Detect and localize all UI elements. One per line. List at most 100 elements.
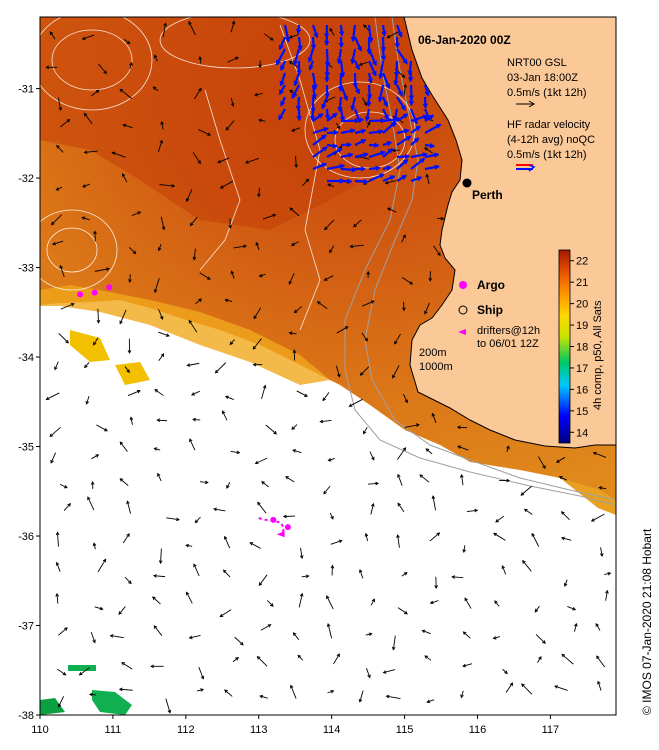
gsl-arrow (230, 270, 235, 279)
colorbar-tick-label: 19 (576, 320, 588, 332)
gsl-arrow (261, 384, 267, 399)
hf-arrow (410, 157, 426, 170)
hf-arrow (326, 143, 338, 149)
hf-arrow (381, 24, 387, 37)
gsl-arrow (119, 441, 128, 452)
argo-float[interactable] (106, 284, 113, 291)
gsl-arrow (152, 596, 161, 605)
legend-argo: Argo (477, 278, 505, 292)
gsl-arrow (434, 576, 438, 589)
colorbar-tick-label: 20 (576, 299, 588, 311)
colorbar-tick-label: 18 (576, 342, 588, 354)
gsl-arrow (460, 690, 464, 699)
gsl-arrow (425, 173, 430, 185)
gsl-arrow (289, 207, 300, 217)
hf-arrow (353, 36, 363, 52)
gsl-arrow (234, 636, 244, 646)
hf-arrow (391, 108, 399, 128)
gsl-arrow (109, 634, 124, 639)
gsl-arrow (499, 478, 511, 483)
argo-floats[interactable] (77, 284, 291, 531)
hf-arrow (275, 48, 286, 66)
argo-float[interactable] (91, 289, 98, 296)
hf-arrow (396, 84, 403, 97)
gsl-arrow (129, 61, 133, 70)
legend-hf-scale: 0.5m/s (1kt 12h) (507, 149, 586, 161)
hf-arrow (393, 72, 399, 86)
x-tick-label: 113 (250, 724, 268, 736)
gsl-arrow (57, 97, 63, 112)
hf-arrow (324, 72, 330, 83)
hf-arrow (396, 128, 410, 135)
legend-hf-arrow (516, 164, 536, 172)
gsl-arrow (424, 302, 430, 315)
perth-marker[interactable] (462, 178, 472, 188)
gsl-arrow (502, 668, 508, 675)
argo-float[interactable] (77, 291, 84, 298)
legend-drifters-2: to 06/01 12Z (477, 338, 539, 350)
x-tick-label: 114 (323, 724, 341, 736)
hf-arrow (410, 137, 420, 146)
drifter-track[interactable] (258, 517, 286, 535)
hf-arrow (278, 84, 286, 95)
gsl-arrow (261, 481, 269, 488)
gsl-arrow (122, 123, 133, 129)
gsl-arrow (428, 271, 433, 282)
gsl-arrow (555, 456, 566, 463)
hf-arrow (407, 72, 414, 83)
x-tick-label: 110 (31, 724, 49, 736)
gsl-arrow (93, 230, 97, 242)
hf-arrow (326, 112, 338, 122)
drifter-end-marker[interactable] (276, 531, 285, 538)
gsl-arrow (166, 517, 180, 522)
gsl-arrow (97, 558, 107, 573)
gsl-arrow (330, 539, 343, 545)
gsl-arrow (369, 451, 375, 461)
sst-warm-edge (40, 285, 330, 385)
gsl-arrow (297, 654, 304, 661)
hf-arrow (340, 142, 352, 148)
gsl-arrow (462, 631, 471, 639)
y-tick-label: -32 (18, 173, 34, 185)
gsl-arrow (366, 270, 370, 278)
hf-arrow (382, 108, 390, 121)
gsl-arrow (426, 699, 435, 704)
hf-arrow (382, 175, 396, 183)
gsl-arrow (226, 482, 231, 489)
isobath-1000m (344, 17, 616, 506)
drifter-tracks[interactable] (258, 517, 286, 538)
hf-arrow (279, 72, 287, 87)
gsl-arrow (421, 629, 431, 635)
colorbar-ticks: 14 15 16 17 18 19 20 21 22 (570, 256, 588, 439)
hf-arrow (326, 147, 343, 158)
argo-float[interactable] (284, 524, 291, 531)
hf-arrow (312, 126, 329, 135)
hf-arrow (324, 108, 331, 121)
gsl-arrow (82, 183, 90, 188)
gsl-arrow (222, 569, 231, 578)
gsl-arrow (213, 507, 226, 512)
gsl-arrow (605, 589, 609, 601)
legend-gsl-title: NRT00 GSL (507, 57, 567, 69)
hf-arrow (311, 24, 319, 39)
hf-arrow (340, 178, 353, 185)
gsl-arrow (424, 147, 433, 154)
hf-arrow (396, 158, 409, 170)
map-title: 06-Jan-2020 00Z (418, 33, 511, 47)
gsl-arrow (253, 307, 262, 320)
gsl-arrow (599, 547, 604, 558)
gsl-arrow (219, 180, 234, 189)
gsl-arrow (384, 180, 397, 185)
gsl-arrow (188, 319, 198, 333)
gsl-arrow (327, 457, 335, 462)
hf-arrow (338, 36, 344, 49)
gsl-arrow (224, 298, 233, 303)
gsl-arrow (424, 655, 432, 661)
legend-ship: Ship (477, 303, 503, 317)
gsl-arrow (596, 655, 606, 668)
gsl-arrow (232, 657, 239, 663)
hf-arrow (295, 24, 302, 35)
gsl-arrow (88, 692, 97, 697)
gsl-arrow (118, 687, 133, 692)
hf-arrow (338, 24, 345, 37)
